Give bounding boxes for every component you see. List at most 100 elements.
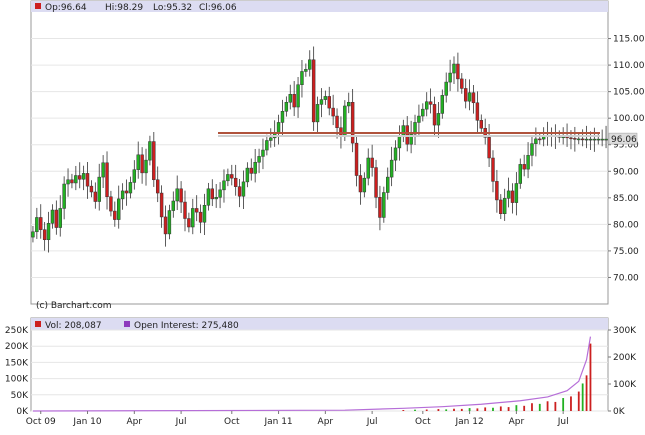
price-y-tick-label: 80.00 — [613, 220, 639, 230]
candle-body — [97, 176, 101, 202]
candle-body — [425, 101, 429, 110]
candle-body — [421, 108, 425, 117]
candle-body — [222, 180, 226, 191]
x-tick-label: Jul — [366, 417, 378, 427]
open-interest-line — [32, 336, 592, 412]
candle-body — [226, 174, 230, 182]
volume-y-tick-label: 250K — [5, 326, 29, 336]
candle-body — [58, 208, 62, 228]
copyright-label: (c) Barchart.com — [36, 301, 112, 311]
candle-body — [506, 190, 511, 199]
candle-body — [487, 137, 491, 159]
candle-body — [475, 102, 480, 121]
volume-bar — [445, 409, 448, 411]
candle-body — [35, 217, 39, 233]
volume-bar — [570, 396, 572, 411]
candle-body — [577, 138, 581, 141]
candle-body — [284, 102, 289, 112]
candle-body — [538, 138, 542, 141]
candle-body — [253, 161, 257, 174]
candle-body — [440, 95, 445, 114]
x-tick-label: Jul — [557, 417, 569, 427]
candle-body — [261, 149, 265, 157]
volume-bar — [585, 375, 588, 411]
candle-body — [405, 125, 409, 145]
candle-body — [214, 197, 218, 200]
last-price-badge: 96.06 — [608, 132, 638, 145]
candle-body — [530, 143, 534, 156]
candle-body — [526, 155, 530, 170]
x-tick-label: Oct 09 — [26, 417, 56, 427]
candle-body — [370, 157, 374, 168]
candle-body — [54, 209, 59, 228]
candle-body — [128, 182, 133, 194]
oi-y-tick-label: 300K — [613, 326, 637, 336]
candle-body — [269, 137, 273, 141]
x-tick-label: Oct — [415, 417, 431, 427]
volume-bar — [538, 403, 541, 411]
candle-body — [604, 138, 608, 141]
price-y-tick-label: 110.00 — [613, 61, 645, 71]
candle-body — [378, 197, 382, 218]
oi-y-axis-right: 0K 100K 200K 300K — [608, 326, 637, 417]
oi-y-tick-label: 100K — [613, 380, 637, 390]
candle-body — [502, 198, 507, 214]
candle-body — [541, 136, 546, 140]
candle-body — [335, 115, 339, 128]
candle-body — [113, 210, 117, 220]
candle-body — [491, 157, 495, 182]
volume-bar — [425, 409, 428, 411]
price-y-tick-label: 115.00 — [613, 35, 645, 45]
price-y-tick-label: 100.00 — [613, 114, 645, 124]
x-tick-label: Apr — [318, 417, 334, 427]
candle-body — [74, 175, 78, 184]
oi-legend-swatch — [124, 321, 130, 327]
candle-body — [171, 200, 176, 211]
candle-body — [327, 96, 331, 109]
legend-high: Hi:98.29 — [105, 3, 143, 13]
x-tick-label: Jan 11 — [263, 417, 292, 427]
candle-body — [460, 78, 464, 89]
candle-body — [366, 157, 370, 179]
candle-body — [386, 176, 390, 193]
candle-body — [144, 159, 148, 174]
candle-body — [233, 177, 238, 187]
candle-body — [288, 94, 292, 103]
legend-low: Lo:95.32 — [153, 3, 192, 13]
candle-body — [85, 173, 90, 187]
candle-body — [580, 138, 585, 141]
candle-body — [46, 223, 51, 241]
price-y-tick-label: 75.00 — [613, 247, 639, 257]
candle-body — [350, 102, 355, 144]
candle-body — [409, 133, 413, 145]
oi-y-tick-label: 200K — [613, 353, 637, 363]
volume-bar — [460, 408, 463, 411]
candle-body — [584, 138, 589, 141]
candle-body — [249, 167, 253, 174]
candle-body — [573, 138, 577, 140]
x-tick-label: Apr — [509, 417, 525, 427]
candle-body — [132, 169, 137, 183]
candle-body — [417, 115, 421, 123]
candle-body — [596, 138, 600, 141]
candle-body — [159, 192, 164, 218]
price-legend: Op:96.64 Hi:98.29 Lo:95.32 Cl:96.06 — [35, 3, 237, 13]
candle-body — [109, 196, 113, 212]
candle-body — [315, 104, 320, 123]
candle-body — [241, 181, 246, 197]
candle-body — [101, 162, 105, 178]
candle-body — [280, 111, 285, 123]
volume-bar — [523, 405, 526, 411]
candle-body — [304, 69, 308, 72]
candle-body — [600, 138, 604, 141]
volume-legend-swatch — [35, 321, 41, 327]
x-tick-label: Jan 10 — [72, 417, 101, 427]
price-legend-swatch — [35, 3, 41, 9]
volume-bars — [402, 343, 592, 411]
volume-legend-bar — [31, 318, 608, 330]
volume-bar — [484, 407, 487, 411]
candle-body — [42, 229, 47, 241]
volume-bar — [499, 406, 502, 411]
volume-bar — [562, 398, 565, 411]
candle-body — [592, 138, 597, 141]
